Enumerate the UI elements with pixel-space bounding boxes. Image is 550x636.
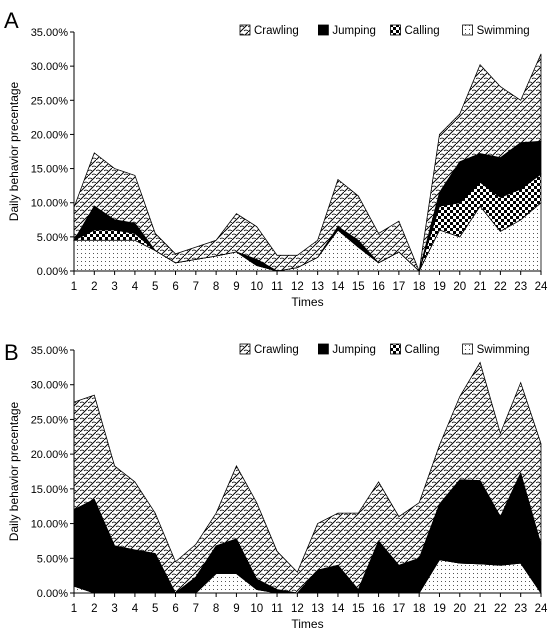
x-tick-label: 17 bbox=[392, 281, 405, 293]
legend-swatch-crawling bbox=[239, 343, 251, 355]
x-tick-label: 13 bbox=[311, 281, 324, 293]
legend-label-swimming: Swimming bbox=[477, 344, 530, 356]
x-tick-label: 18 bbox=[413, 603, 426, 615]
legend-label-crawling: Crawling bbox=[254, 344, 299, 356]
area-crawling bbox=[73, 53, 542, 273]
x-tick-label: 1 bbox=[71, 281, 77, 293]
stacked-areas bbox=[72, 53, 542, 273]
y-tick-label: 25.00% bbox=[31, 95, 69, 107]
x-tick-label: 10 bbox=[250, 603, 263, 615]
legend-swatch-calling bbox=[390, 343, 401, 355]
y-tick-label: 5.00% bbox=[37, 553, 68, 565]
x-tick-label: 11 bbox=[271, 603, 283, 615]
x-tick-label: 6 bbox=[172, 603, 178, 615]
x-tick-label: 12 bbox=[291, 603, 304, 615]
y-axis-label: Daily behavior precentage bbox=[7, 401, 21, 541]
x-tick-label: 9 bbox=[233, 603, 239, 615]
x-tick-label: 24 bbox=[535, 603, 548, 615]
y-tick-label: 15.00% bbox=[31, 164, 69, 176]
y-tick-label: 30.00% bbox=[31, 61, 69, 73]
panel-label: A bbox=[4, 8, 19, 33]
legend-label-calling: Calling bbox=[405, 25, 440, 37]
x-tick-label: 17 bbox=[392, 603, 405, 615]
y-tick-label: 0.00% bbox=[37, 266, 68, 278]
x-tick-label: 7 bbox=[193, 281, 199, 293]
panel-b: B 0.00% 5.00% 10.00% 15.00% 20.00% 25.00% 30.00… bbox=[4, 340, 548, 631]
y-tick-label: 25.00% bbox=[31, 414, 69, 426]
legend-swatch-jumping bbox=[317, 24, 329, 36]
x-tick-label: 2 bbox=[91, 281, 97, 293]
legend-swatch-calling bbox=[390, 24, 401, 36]
y-tick-label: 5.00% bbox=[37, 232, 68, 244]
x-tick-label: 9 bbox=[233, 281, 239, 293]
legend-swatch-jumping bbox=[317, 343, 329, 355]
panel-a: A 0.00% 5.00% 10.00% 15.00% 20.00% 25.00% 30.00… bbox=[4, 8, 548, 309]
x-tick-label: 14 bbox=[332, 281, 345, 293]
x-tick-label: 18 bbox=[413, 281, 426, 293]
x-tick-label: 15 bbox=[352, 603, 365, 615]
legend-label-crawling: Crawling bbox=[254, 25, 299, 37]
y-tick-label: 35.00% bbox=[31, 345, 69, 357]
x-tick-label: 11 bbox=[271, 281, 283, 293]
x-tick-label: 7 bbox=[193, 603, 199, 615]
x-tick-label: 6 bbox=[172, 281, 178, 293]
x-tick-label: 23 bbox=[514, 603, 527, 615]
x-tick-label: 5 bbox=[152, 281, 158, 293]
x-tick-label: 16 bbox=[372, 603, 385, 615]
x-tick-label: 14 bbox=[332, 603, 345, 615]
area-crawling bbox=[73, 361, 542, 594]
x-tick-label: 3 bbox=[111, 281, 117, 293]
x-tick-label: 20 bbox=[453, 281, 466, 293]
x-tick-label: 3 bbox=[111, 603, 117, 615]
x-tick-label: 23 bbox=[514, 281, 527, 293]
legend-swatch-swimming bbox=[462, 24, 474, 36]
x-axis-label: Times bbox=[291, 617, 323, 631]
x-tick-label: 8 bbox=[213, 281, 219, 293]
y-tick-label: 20.00% bbox=[31, 129, 69, 141]
legend: Crawling Jumping Calling Swimming bbox=[239, 343, 530, 356]
x-tick-label: 1 bbox=[71, 603, 77, 615]
x-tick-label: 16 bbox=[372, 281, 385, 293]
legend-swatch-swimming bbox=[462, 343, 474, 355]
x-axis-label: Times bbox=[291, 295, 323, 309]
y-tick-label: 10.00% bbox=[31, 198, 69, 210]
x-tick-label: 24 bbox=[535, 281, 548, 293]
x-tick-label: 2 bbox=[91, 603, 97, 615]
y-axis-label: Daily behavior precentage bbox=[7, 81, 21, 221]
x-tick-label: 15 bbox=[352, 281, 365, 293]
x-tick-label: 12 bbox=[291, 281, 304, 293]
x-tick-label: 4 bbox=[132, 603, 139, 615]
y-tick-label: 0.00% bbox=[37, 588, 68, 600]
y-tick-label: 10.00% bbox=[31, 519, 69, 531]
x-tick-label: 22 bbox=[494, 281, 507, 293]
legend-swatch-crawling bbox=[239, 24, 251, 36]
y-tick-label: 30.00% bbox=[31, 380, 69, 392]
legend-label-jumping: Jumping bbox=[332, 25, 375, 37]
x-tick-label: 5 bbox=[152, 603, 158, 615]
x-tick-label: 21 bbox=[474, 281, 487, 293]
legend: Crawling Jumping Calling Swimming bbox=[239, 24, 530, 37]
x-tick-label: 19 bbox=[433, 603, 446, 615]
x-tick-label: 19 bbox=[433, 281, 446, 293]
y-tick-label: 15.00% bbox=[31, 484, 69, 496]
legend-label-calling: Calling bbox=[405, 344, 440, 356]
stacked-areas bbox=[73, 361, 542, 595]
x-tick-label: 10 bbox=[250, 281, 263, 293]
legend-label-swimming: Swimming bbox=[477, 25, 530, 37]
x-tick-label: 20 bbox=[453, 603, 466, 615]
panel-label: B bbox=[4, 340, 19, 365]
y-tick-label: 20.00% bbox=[31, 449, 69, 461]
x-tick-label: 4 bbox=[132, 281, 139, 293]
x-tick-label: 13 bbox=[311, 603, 324, 615]
legend-label-jumping: Jumping bbox=[332, 344, 375, 356]
y-tick-label: 35.00% bbox=[31, 27, 69, 39]
x-tick-label: 22 bbox=[494, 603, 507, 615]
x-tick-label: 8 bbox=[213, 603, 219, 615]
x-tick-label: 21 bbox=[474, 603, 487, 615]
